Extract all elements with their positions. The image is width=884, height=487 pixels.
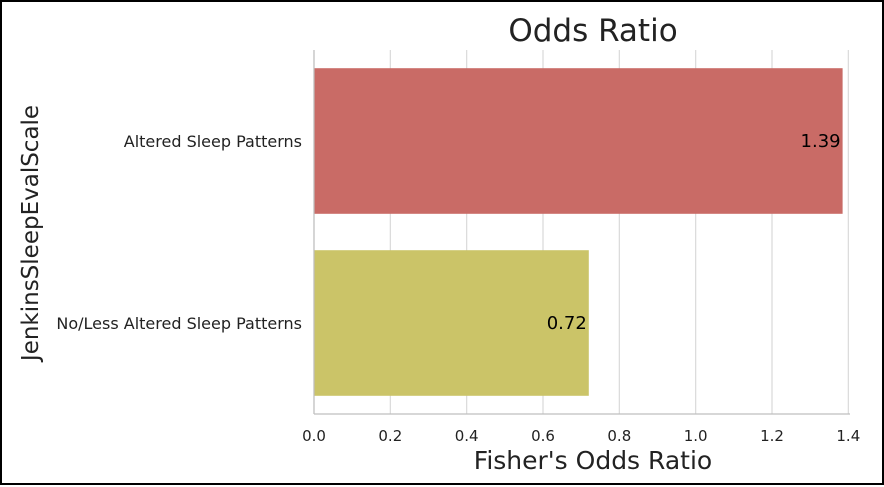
x-tick-label: 1.0 (684, 427, 708, 445)
data-label: 0.72 (547, 313, 587, 334)
x-tick-label: 1.4 (836, 427, 860, 445)
x-tick-label: 0.4 (455, 427, 479, 445)
axes (313, 50, 850, 415)
data-labels: 1.39 0.72 (547, 131, 841, 334)
x-axis-label: Fisher's Odds Ratio (474, 446, 712, 475)
category-labels: Altered Sleep Patterns No/Less Altered Sl… (56, 132, 302, 333)
y-axis-label: JenkinsSleepEvalScale (18, 105, 44, 363)
chart-title: Odds Ratio (508, 13, 677, 49)
x-tick-label: 0.0 (302, 427, 326, 445)
x-tick-labels: 0.0 0.2 0.4 0.6 0.8 1.0 1.2 1.4 (302, 427, 860, 445)
bar (314, 68, 843, 214)
data-label: 1.39 (801, 131, 841, 152)
bars (314, 68, 843, 396)
x-tick-label: 0.8 (607, 427, 631, 445)
x-tick-label: 0.2 (378, 427, 402, 445)
x-tick-label: 0.6 (531, 427, 555, 445)
x-tick-label: 1.2 (760, 427, 784, 445)
category-label: Altered Sleep Patterns (124, 132, 302, 151)
category-label: No/Less Altered Sleep Patterns (56, 314, 302, 333)
bar (314, 250, 589, 396)
